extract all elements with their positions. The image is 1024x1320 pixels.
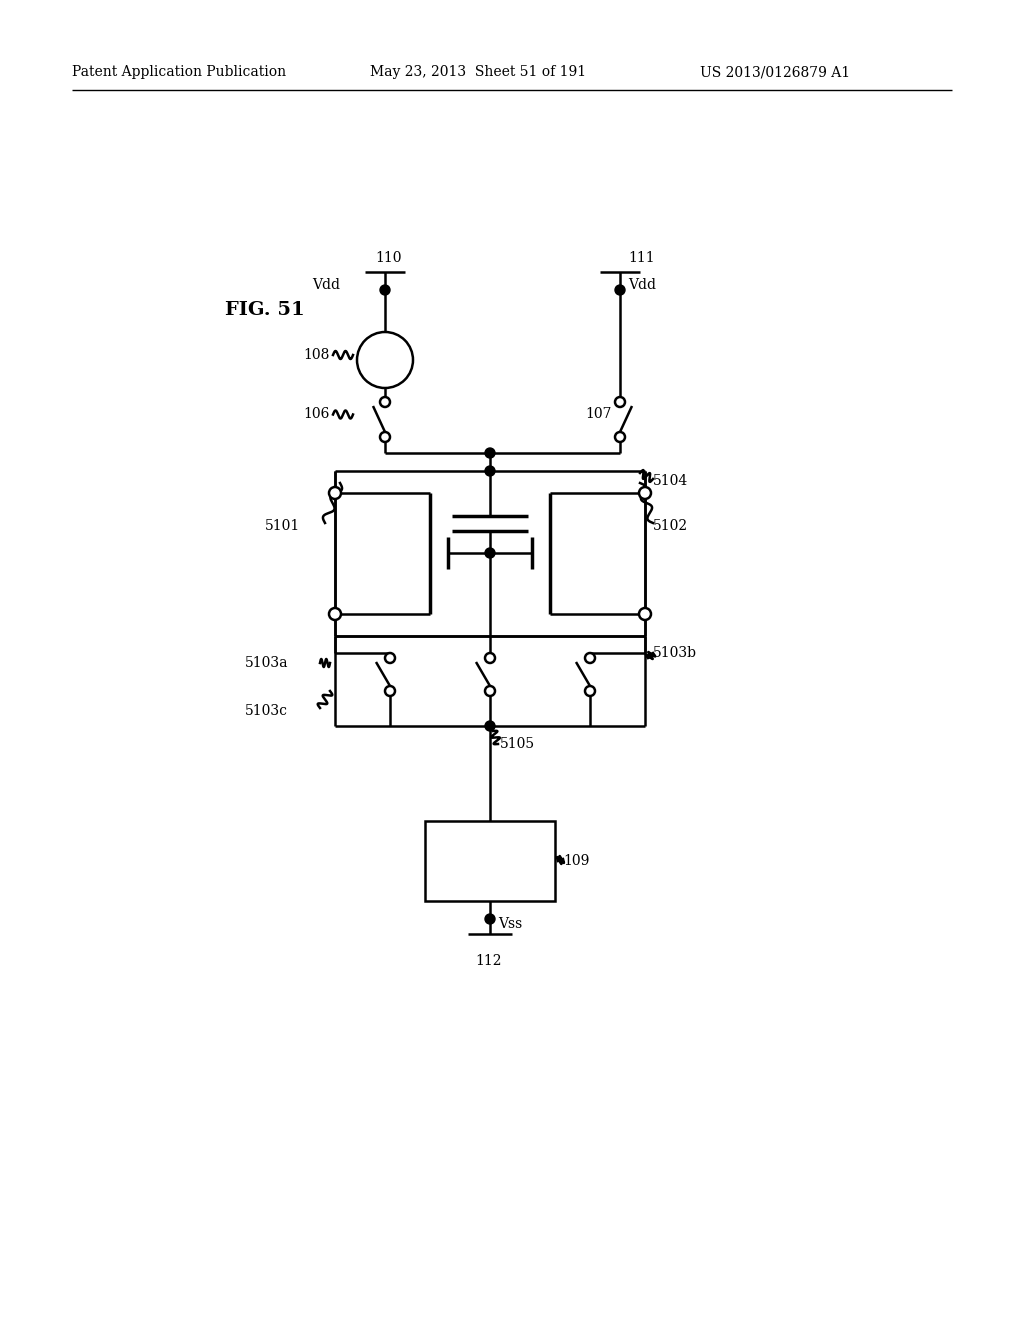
Bar: [425, 821, 555, 902]
Text: 5103a: 5103a: [245, 656, 289, 671]
Circle shape: [485, 721, 495, 731]
Text: 106: 106: [304, 408, 330, 421]
Circle shape: [380, 285, 390, 294]
Text: 112: 112: [475, 954, 502, 968]
Circle shape: [329, 609, 341, 620]
Circle shape: [639, 609, 651, 620]
Text: 5104: 5104: [653, 474, 688, 488]
Circle shape: [639, 487, 651, 499]
Circle shape: [385, 686, 395, 696]
Circle shape: [585, 653, 595, 663]
Text: 5105: 5105: [500, 737, 536, 751]
Text: Vdd: Vdd: [312, 279, 340, 292]
Text: May 23, 2013  Sheet 51 of 191: May 23, 2013 Sheet 51 of 191: [370, 65, 586, 79]
Text: 5101: 5101: [265, 519, 300, 533]
Text: 109: 109: [563, 854, 590, 869]
Circle shape: [485, 548, 495, 558]
Text: 110: 110: [375, 251, 401, 265]
Text: 108: 108: [304, 348, 330, 362]
Circle shape: [380, 397, 390, 407]
Text: FIG. 51: FIG. 51: [225, 301, 305, 319]
Text: US 2013/0126879 A1: US 2013/0126879 A1: [700, 65, 850, 79]
Circle shape: [615, 397, 625, 407]
Circle shape: [615, 432, 625, 442]
Circle shape: [485, 447, 495, 458]
Text: Vdd: Vdd: [628, 279, 656, 292]
Circle shape: [380, 432, 390, 442]
Text: Vss: Vss: [498, 917, 522, 931]
Circle shape: [485, 913, 495, 924]
Text: 111: 111: [628, 251, 654, 265]
Text: Patent Application Publication: Patent Application Publication: [72, 65, 286, 79]
Circle shape: [329, 487, 341, 499]
Circle shape: [385, 653, 395, 663]
Text: 5102: 5102: [653, 519, 688, 533]
Circle shape: [585, 686, 595, 696]
Circle shape: [485, 466, 495, 477]
Text: 5103c: 5103c: [245, 704, 288, 718]
Text: 5103b: 5103b: [653, 645, 697, 660]
Circle shape: [485, 686, 495, 696]
Circle shape: [615, 285, 625, 294]
Circle shape: [357, 333, 413, 388]
Circle shape: [485, 653, 495, 663]
Text: 107: 107: [585, 408, 611, 421]
